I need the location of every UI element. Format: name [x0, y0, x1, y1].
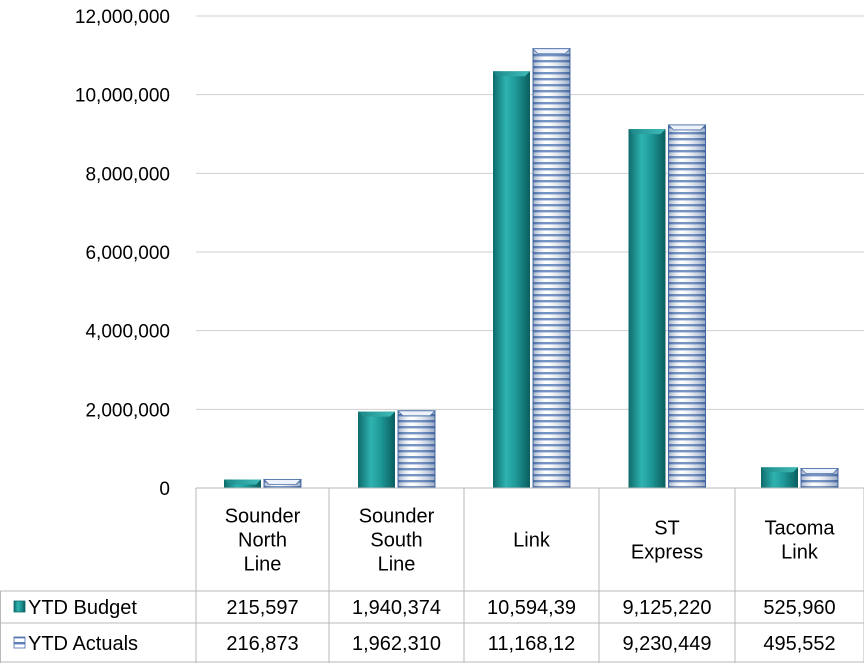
bar-ytd-budget: [761, 467, 798, 488]
bar-bevel: [224, 479, 261, 485]
category-label: Line: [378, 554, 416, 576]
category-label: Sounder: [359, 506, 435, 528]
bar-ytd-actuals: [800, 468, 839, 489]
data-label: 216,873: [226, 633, 298, 655]
bar-ytd-actuals: [263, 478, 302, 489]
bar-ytd-budget: [358, 411, 395, 488]
bar-bevel: [397, 410, 436, 417]
bar-body: [358, 411, 395, 488]
category-label: ST: [654, 518, 680, 540]
bar-shade: [398, 410, 435, 488]
bar-shade: [533, 48, 570, 488]
bar-bevel: [358, 411, 395, 417]
bar-ytd-actuals: [532, 48, 571, 489]
data-label: 10,594,39: [487, 597, 576, 619]
bar-body: [628, 129, 666, 488]
data-label: 1,940,374: [352, 597, 441, 619]
data-table: SounderNorthLineSounderSouthLineLinkSTEx…: [0, 487, 864, 663]
y-tick-label: 0: [159, 479, 170, 500]
bars: [224, 48, 839, 489]
bar-shade: [668, 124, 706, 488]
category-label: North: [238, 530, 287, 552]
data-label: 525,960: [763, 597, 835, 619]
data-label: 9,230,449: [623, 633, 712, 655]
bar-bevel: [263, 479, 302, 485]
y-axis-tick-labels: 0 2,000,000 4,000,000 6,000,000 8,000,000 10,…: [75, 7, 170, 500]
bar-ytd-actuals: [667, 124, 707, 489]
bar-bevel: [667, 124, 707, 131]
y-tick-label: 12,000,000: [75, 7, 170, 28]
category-label: Express: [631, 542, 703, 564]
bar-ytd-actuals: [397, 410, 436, 489]
category-label: South: [370, 530, 422, 552]
legend-key-ytd-actuals: [13, 636, 26, 649]
data-label: 1,962,310: [352, 633, 441, 655]
y-tick-label: 2,000,000: [85, 400, 170, 421]
y-tick-label: 8,000,000: [85, 164, 170, 185]
category-label: Link: [781, 542, 819, 564]
bar-bevel: [800, 468, 839, 474]
bar-bevel: [493, 71, 530, 77]
y-tick-label: 10,000,000: [75, 86, 170, 107]
category-label: Line: [244, 554, 282, 576]
bar-ytd-budget: [628, 129, 666, 488]
category-label: Sounder: [225, 506, 301, 528]
legend-label: YTD Actuals: [28, 633, 138, 655]
bar-ytd-budget: [493, 71, 530, 488]
data-label: 215,597: [226, 597, 298, 619]
legend-key-ytd-budget: [13, 600, 26, 613]
data-label: 495,552: [763, 633, 835, 655]
category-label: Link: [513, 530, 551, 552]
category-label: Tacoma: [764, 518, 835, 540]
bar-bevel: [628, 129, 666, 135]
bar-bevel: [532, 48, 571, 55]
bar-body: [761, 467, 798, 488]
bar-bevel: [761, 467, 798, 473]
data-label: 11,168,12: [488, 633, 576, 655]
bar-ytd-budget: [224, 479, 261, 488]
bar-body: [493, 71, 530, 488]
y-tick-label: 4,000,000: [85, 322, 170, 343]
legend-label: YTD Budget: [28, 597, 137, 619]
y-tick-label: 6,000,000: [85, 243, 170, 264]
data-label: 9,125,220: [623, 597, 712, 619]
